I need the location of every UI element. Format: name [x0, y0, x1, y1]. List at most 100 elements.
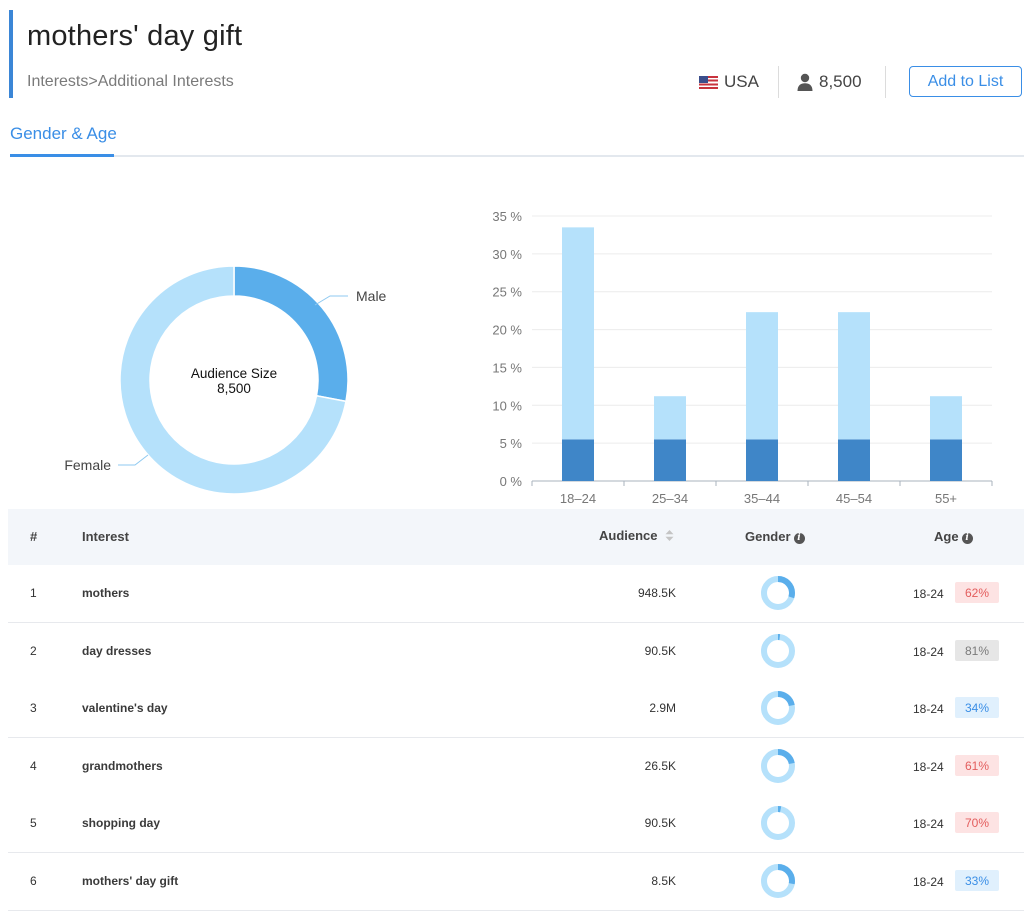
x-tick-label: 45–54	[836, 491, 872, 506]
x-tick-label: 35–44	[744, 491, 780, 506]
male-segment	[761, 864, 795, 898]
male-segment	[761, 634, 795, 668]
col-audience-header[interactable]: Audience	[599, 528, 674, 543]
x-tick-label: 18–24	[560, 491, 596, 506]
y-tick-label: 25 %	[492, 285, 522, 300]
row-number: 1	[30, 586, 37, 600]
y-tick-label: 35 %	[492, 209, 522, 224]
gender-donut-chart: Male Female Audience Size 8,500	[64, 265, 387, 495]
page-title: mothers' day gift	[27, 20, 243, 52]
audience-indicator: 8,500	[797, 64, 862, 100]
add-to-list-button[interactable]: Add to List	[909, 66, 1022, 97]
donut-center-value: 8,500	[217, 381, 251, 396]
country-indicator: USA	[699, 64, 759, 100]
age-range: 18-24	[913, 702, 944, 716]
col-interest-header: Interest	[82, 529, 129, 544]
audience-value: 2.9M	[649, 701, 676, 715]
male-segment	[761, 576, 795, 610]
interest-name[interactable]: mothers' day gift	[82, 874, 179, 888]
bar-segment[interactable]	[746, 439, 778, 481]
age-range: 18-24	[913, 817, 944, 831]
bar-segment[interactable]	[562, 227, 594, 440]
interest-name[interactable]: valentine's day	[82, 701, 168, 715]
interest-name[interactable]: day dresses	[82, 644, 152, 658]
divider	[778, 66, 779, 98]
y-tick-label: 30 %	[492, 247, 522, 262]
male-segment	[761, 806, 795, 840]
table-row[interactable]: 4 grandmothers 26.5K 18-24 61%	[8, 738, 1024, 796]
audience-value: 8.5K	[651, 874, 676, 888]
col-gender-header: Gender i	[745, 529, 805, 544]
audience-value: 948.5K	[637, 586, 676, 600]
interest-name[interactable]: grandmothers	[82, 759, 163, 773]
female-label: Female	[64, 457, 111, 473]
male-segment	[761, 749, 795, 783]
bar-segment[interactable]	[746, 312, 778, 440]
bar-segment[interactable]	[838, 439, 870, 481]
age-range: 18-24	[913, 875, 944, 889]
age-percent-badge: 33%	[955, 870, 999, 891]
bar-segment[interactable]	[654, 439, 686, 481]
tab-bar-line	[10, 155, 1024, 157]
audience-header-label: Audience	[599, 528, 658, 543]
us-flag-icon	[699, 75, 718, 89]
person-icon	[797, 73, 813, 91]
row-number: 3	[30, 701, 37, 715]
x-tick-label: 55+	[935, 491, 957, 506]
sort-icon[interactable]	[665, 530, 674, 541]
country-label: USA	[724, 72, 759, 91]
age-range: 18-24	[913, 645, 944, 659]
age-range: 18-24	[913, 587, 944, 601]
gender-mini-donut	[761, 691, 795, 725]
table-header: # Interest Audience Gender i Age i	[8, 509, 1024, 565]
table-row[interactable]: 5 shopping day 90.5K 18-24 70%	[8, 795, 1024, 853]
y-tick-label: 0 %	[500, 474, 523, 489]
female-segment	[761, 634, 795, 668]
x-tick-label: 25–34	[652, 491, 688, 506]
audience-value: 90.5K	[644, 644, 676, 658]
y-tick-label: 20 %	[492, 323, 522, 338]
bar-segment[interactable]	[838, 312, 870, 440]
table-row[interactable]: 3 valentine's day 2.9M 18-24 34%	[8, 680, 1024, 738]
gender-mini-donut	[761, 749, 795, 783]
table-row[interactable]: 6 mothers' day gift 8.5K 18-24 33%	[8, 853, 1024, 911]
age-percent-badge: 81%	[955, 640, 999, 661]
col-age-header: Age i	[934, 529, 973, 544]
male-segment	[761, 691, 795, 725]
female-slice[interactable]	[119, 265, 347, 495]
female-leader-line	[118, 454, 149, 466]
row-number: 6	[30, 874, 37, 888]
y-tick-label: 15 %	[492, 360, 522, 375]
age-header-label: Age	[934, 529, 959, 544]
male-leader-line	[314, 295, 348, 306]
bar-segment[interactable]	[930, 439, 962, 481]
age-bar-chart: 0 % 5 % 10 % 15 % 20 % 25 % 30 % 35 % 18–24 25–34…	[492, 209, 993, 506]
info-icon[interactable]: i	[793, 533, 805, 544]
bar-segment[interactable]	[930, 396, 962, 440]
interest-name[interactable]: shopping day	[82, 816, 160, 830]
gender-mini-donut	[761, 576, 795, 610]
age-range: 18-24	[913, 760, 944, 774]
female-segment	[761, 806, 795, 840]
bar-segment[interactable]	[562, 439, 594, 481]
age-percent-badge: 61%	[955, 755, 999, 776]
interest-name[interactable]: mothers	[82, 586, 130, 600]
row-number: 2	[30, 644, 37, 658]
divider	[885, 66, 886, 98]
table-row[interactable]: 1 mothers 948.5K 18-24 62%	[8, 565, 1024, 623]
y-tick-label: 10 %	[492, 398, 522, 413]
gender-header-label: Gender	[745, 529, 791, 544]
table-row[interactable]: 2 day dresses 90.5K 18-24 81%	[8, 623, 1024, 681]
gender-mini-donut	[761, 864, 795, 898]
donut-center-label: Audience Size	[191, 366, 277, 381]
gender-mini-donut	[761, 806, 795, 840]
male-label: Male	[356, 288, 387, 304]
info-icon[interactable]: i	[961, 533, 973, 544]
age-percent-badge: 62%	[955, 582, 999, 603]
tab-active-indicator	[10, 154, 114, 157]
row-number: 5	[30, 816, 37, 830]
col-num-header: #	[30, 529, 38, 544]
male-slice[interactable]	[233, 265, 349, 403]
tab-gender-age[interactable]: Gender & Age	[10, 124, 117, 143]
bar-segment[interactable]	[654, 396, 686, 440]
